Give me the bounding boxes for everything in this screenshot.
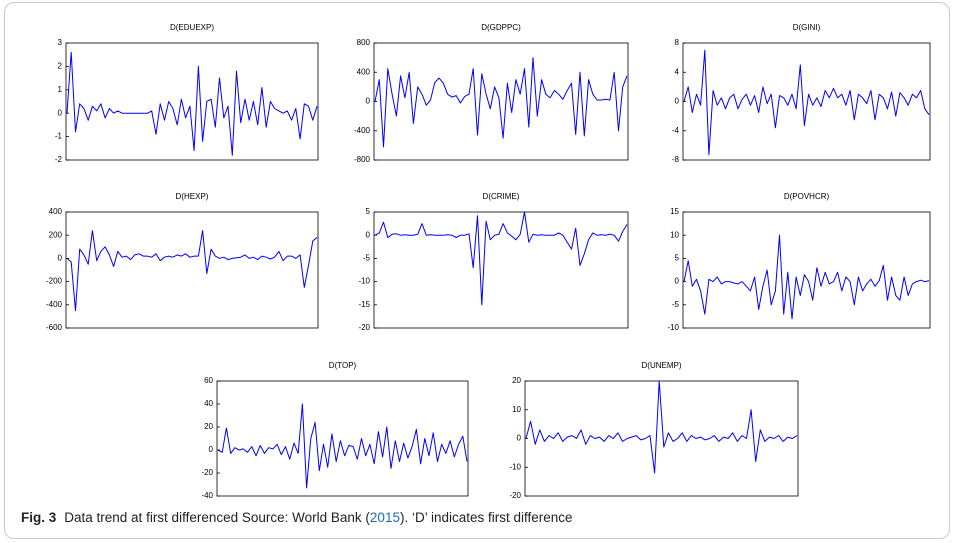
- plot-frame: [373, 211, 629, 329]
- y-tick-label: 20: [204, 422, 213, 431]
- y-tick-label: 0: [366, 97, 371, 106]
- y-tick-label: 40: [204, 399, 213, 408]
- y-tick-label: 0: [675, 277, 680, 286]
- y-tick-label: -15: [358, 300, 370, 309]
- y-tick-label: -8: [672, 155, 680, 164]
- data-line: [217, 403, 468, 489]
- y-tick-label: 5: [366, 207, 371, 216]
- y-tick-label: -20: [201, 468, 213, 477]
- y-tick-label: -40: [201, 491, 213, 500]
- y-tick-label: 60: [204, 376, 213, 385]
- y-tick-label: 15: [670, 207, 679, 216]
- chart-title: D(GDPPC): [481, 23, 521, 32]
- caption-text-end: ). ‘D’ indicates first difference: [399, 510, 573, 525]
- data-line: [525, 380, 798, 474]
- data-line: [374, 57, 628, 148]
- figure-frame: [4, 2, 950, 539]
- y-tick-label: 0: [58, 108, 63, 117]
- y-tick-label: -400: [354, 126, 371, 135]
- y-tick-label: 10: [670, 230, 679, 239]
- y-tick-label: -400: [46, 300, 63, 309]
- y-tick-label: -200: [46, 277, 63, 286]
- caption: Fig. 3 Data trend at first differenced So…: [21, 510, 573, 525]
- y-tick-label: 800: [357, 38, 371, 47]
- y-tick-label: 20: [512, 376, 521, 385]
- data-line: [374, 211, 628, 306]
- y-tick-label: 0: [517, 434, 522, 443]
- y-tick-label: 200: [49, 230, 63, 239]
- y-tick-label: -2: [55, 155, 63, 164]
- y-tick-label: 5: [675, 254, 680, 263]
- chart-title: D(POVHCR): [784, 192, 830, 201]
- y-tick-label: -10: [667, 323, 679, 332]
- y-tick-label: 3: [58, 38, 63, 47]
- y-tick-label: -800: [354, 155, 371, 164]
- data-line: [683, 234, 930, 320]
- chart-title: D(HEXP): [176, 192, 209, 201]
- chart-title: D(EDUEXP): [170, 23, 214, 32]
- chart-title: D(UNEMP): [642, 361, 682, 370]
- y-tick-label: 400: [357, 67, 371, 76]
- caption-label: Fig. 3: [21, 510, 57, 525]
- y-tick-label: 400: [49, 207, 63, 216]
- y-tick-label: 0: [675, 97, 680, 106]
- caption-text: Data trend at first differenced Source: …: [64, 510, 370, 525]
- y-tick-label: 1: [58, 85, 63, 94]
- data-line: [683, 49, 930, 156]
- charts: D(EDUEXP)-2-10123D(GDPPC)-800-4000400800…: [46, 23, 931, 500]
- y-tick-label: -4: [672, 126, 680, 135]
- y-tick-label: 0: [58, 254, 63, 263]
- chart-title: D(TOP): [329, 361, 357, 370]
- y-tick-label: 0: [366, 230, 371, 239]
- data-line: [66, 230, 318, 312]
- chart-title: D(CRIME): [483, 192, 520, 201]
- data-line: [66, 51, 318, 156]
- plot-frame: [682, 211, 931, 329]
- y-tick-label: 2: [58, 62, 63, 71]
- y-tick-label: 0: [209, 445, 214, 454]
- y-tick-label: -10: [358, 277, 370, 286]
- y-tick-label: 4: [675, 67, 680, 76]
- plot-frame: [216, 380, 469, 497]
- y-tick-label: -600: [46, 323, 63, 332]
- plot-frame: [65, 211, 319, 329]
- y-tick-label: -10: [509, 462, 521, 471]
- y-tick-label: -5: [363, 254, 371, 263]
- chart-title: D(GINI): [793, 23, 821, 32]
- plot-frame: [65, 42, 319, 161]
- y-tick-label: 10: [512, 405, 521, 414]
- y-tick-label: -5: [672, 300, 680, 309]
- y-tick-label: -1: [55, 132, 63, 141]
- y-tick-label: -20: [509, 491, 521, 500]
- y-tick-label: -20: [358, 323, 370, 332]
- citation-link[interactable]: 2015: [369, 510, 400, 525]
- y-tick-label: 8: [675, 38, 680, 47]
